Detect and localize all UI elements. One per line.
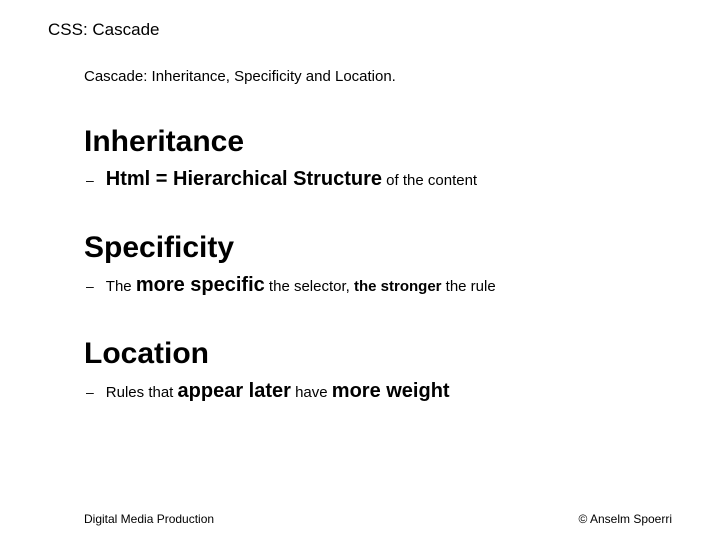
heading-specificity: Specificity bbox=[84, 231, 672, 265]
bullet-tail: of the content bbox=[382, 172, 477, 189]
bullet-dash-icon: – bbox=[86, 383, 94, 403]
bullet-mid-plain: have bbox=[291, 384, 332, 401]
slide: CSS: Cascade Cascade: Inheritance, Speci… bbox=[0, 0, 720, 540]
bullet-end-bold: more weight bbox=[332, 380, 450, 402]
bullet-location: – Rules that appear later have more weig… bbox=[86, 377, 672, 405]
bullet-mid-plain: the selector, bbox=[265, 278, 354, 295]
bullet-specificity: – The more specific the selector, the st… bbox=[86, 271, 672, 299]
section-inheritance: Inheritance – Html = Hierarchical Struct… bbox=[84, 125, 672, 193]
footer-left: Digital Media Production bbox=[84, 512, 214, 526]
heading-location: Location bbox=[84, 337, 672, 371]
bullet-inheritance: – Html = Hierarchical Structure of the c… bbox=[86, 165, 672, 193]
bullet-text: Rules that appear later have more weight bbox=[106, 377, 450, 405]
bullet-end-bold-sm: the stronger bbox=[354, 278, 442, 295]
heading-inheritance: Inheritance bbox=[84, 125, 672, 159]
bullet-bold: Html = Hierarchical Structure bbox=[106, 168, 382, 190]
footer-right: © Anselm Spoerri bbox=[578, 512, 672, 526]
section-specificity: Specificity – The more specific the sele… bbox=[84, 231, 672, 299]
slide-title: CSS: Cascade bbox=[48, 20, 672, 40]
bullet-dash-icon: – bbox=[86, 171, 94, 191]
bullet-mid-bold: appear later bbox=[178, 380, 291, 402]
bullet-pre: Rules that bbox=[106, 384, 178, 401]
slide-subtitle: Cascade: Inheritance, Specificity and Lo… bbox=[84, 68, 672, 85]
footer: Digital Media Production © Anselm Spoerr… bbox=[48, 512, 672, 526]
bullet-dash-icon: – bbox=[86, 277, 94, 297]
section-location: Location – Rules that appear later have … bbox=[84, 337, 672, 405]
bullet-text: The more specific the selector, the stro… bbox=[106, 271, 496, 299]
bullet-pre: The bbox=[106, 278, 136, 295]
bullet-end-plain: the rule bbox=[442, 278, 496, 295]
bullet-mid-bold: more specific bbox=[136, 274, 265, 296]
bullet-text: Html = Hierarchical Structure of the con… bbox=[106, 165, 477, 193]
